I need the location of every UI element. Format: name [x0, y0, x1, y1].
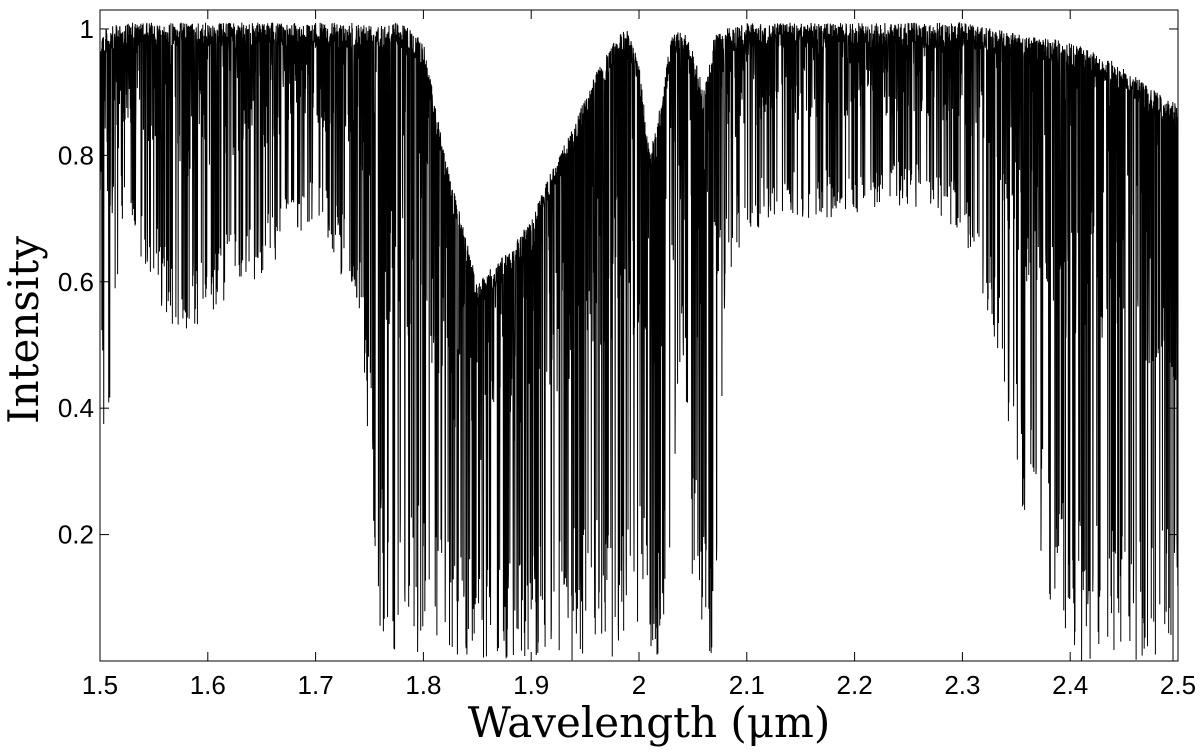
x-tick-label: 2.4 — [1052, 670, 1088, 700]
y-tick-label: 0.6 — [58, 267, 94, 297]
y-tick-label: 0.4 — [58, 393, 94, 423]
x-tick-label: 2 — [632, 670, 646, 700]
x-axis-label: Wavelength (μm) — [468, 698, 831, 747]
axis-ticks: 1.5 1.6 1.7 1.8 1.9 2 2.1 2.2 2.3 2.4 2.5 0.2 0.4 0.6… — [58, 10, 1196, 700]
x-tick-label: 1.7 — [298, 670, 334, 700]
x-tick-label: 1.9 — [513, 670, 549, 700]
y-tick-label: 0.8 — [58, 140, 94, 170]
x-tick-label: 2.1 — [729, 670, 765, 700]
spectrum-trace — [99, 22, 1179, 661]
x-tick-label: 1.6 — [190, 670, 226, 700]
x-tick-label: 1.8 — [405, 670, 441, 700]
x-tick-label: 2.5 — [1160, 670, 1196, 700]
y-axis-label: Intensity — [0, 236, 48, 424]
y-tick-label: 0.2 — [58, 520, 94, 550]
y-tick-label: 1 — [80, 14, 94, 44]
x-tick-label: 2.3 — [944, 670, 980, 700]
x-tick-label: 2.2 — [837, 670, 873, 700]
spectrum-line — [99, 22, 1179, 661]
x-tick-label: 1.5 — [82, 670, 118, 700]
